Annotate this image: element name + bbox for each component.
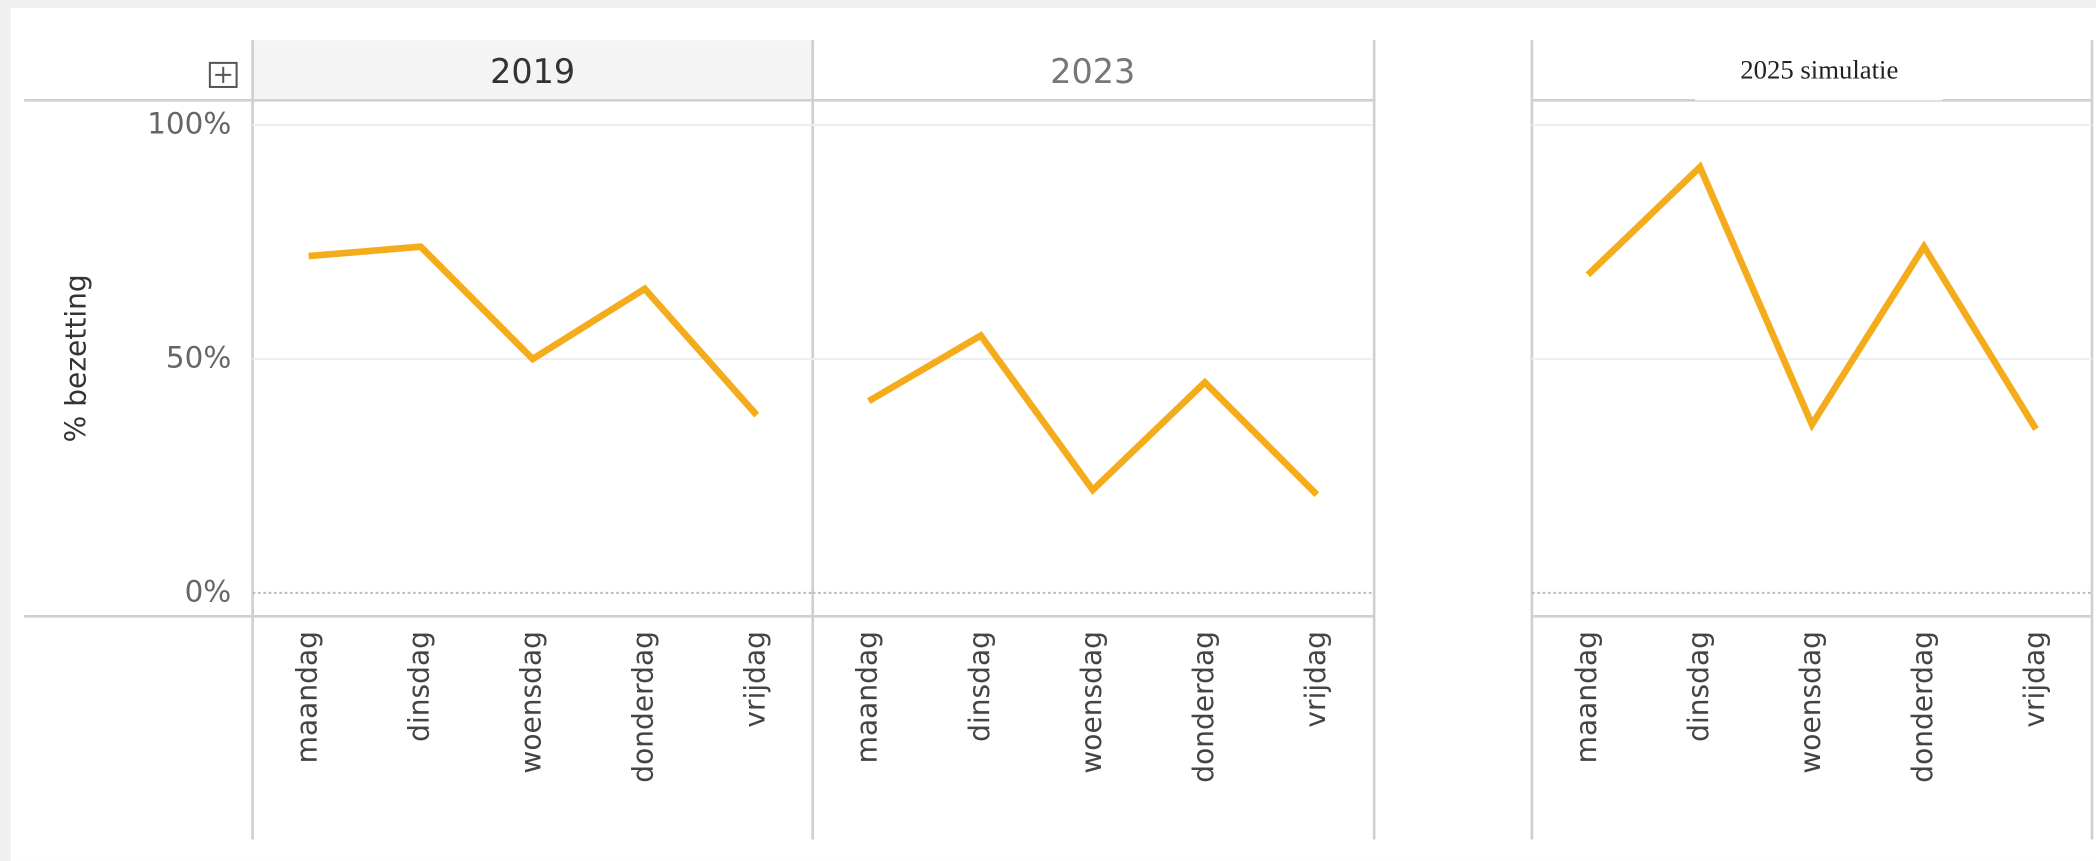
x-tick-label: vrijdag — [2018, 631, 2051, 728]
x-tick-label: donderdag — [1906, 631, 1939, 783]
x-tick-label: woensdag — [1794, 631, 1827, 774]
x-tick-label: vrijdag — [739, 631, 772, 728]
expand-icon[interactable] — [208, 61, 238, 88]
data-line — [867, 331, 1320, 498]
title-box — [1694, 44, 1943, 101]
y-tick-label: 50% — [166, 340, 231, 374]
y-tick-label: 100% — [147, 107, 231, 141]
x-tick-label: woensdag — [1075, 631, 1108, 774]
x-tick-label: dinsdag — [403, 631, 436, 742]
panel-title: 2023 — [1050, 52, 1135, 91]
x-tick-label: donderdag — [627, 631, 660, 783]
x-tick-label: maandag — [1570, 631, 1603, 763]
x-tick-label: dinsdag — [1682, 631, 1715, 742]
y-tick-label: 0% — [185, 574, 232, 608]
x-tick-label: maandag — [291, 631, 324, 763]
data-line — [1585, 161, 2039, 432]
x-tick-label: maandag — [851, 631, 884, 763]
data-line — [308, 243, 760, 418]
panel-title: 2025 simulatie — [1740, 54, 1898, 84]
x-tick-label: donderdag — [1187, 631, 1220, 783]
panel-title: 2019 — [490, 52, 575, 91]
x-tick-label: dinsdag — [963, 631, 996, 742]
x-tick-label: vrijdag — [1299, 631, 1332, 728]
y-axis-label: % bezetting — [60, 274, 93, 442]
header-highlight — [252, 40, 813, 101]
x-tick-label: woensdag — [515, 631, 548, 774]
